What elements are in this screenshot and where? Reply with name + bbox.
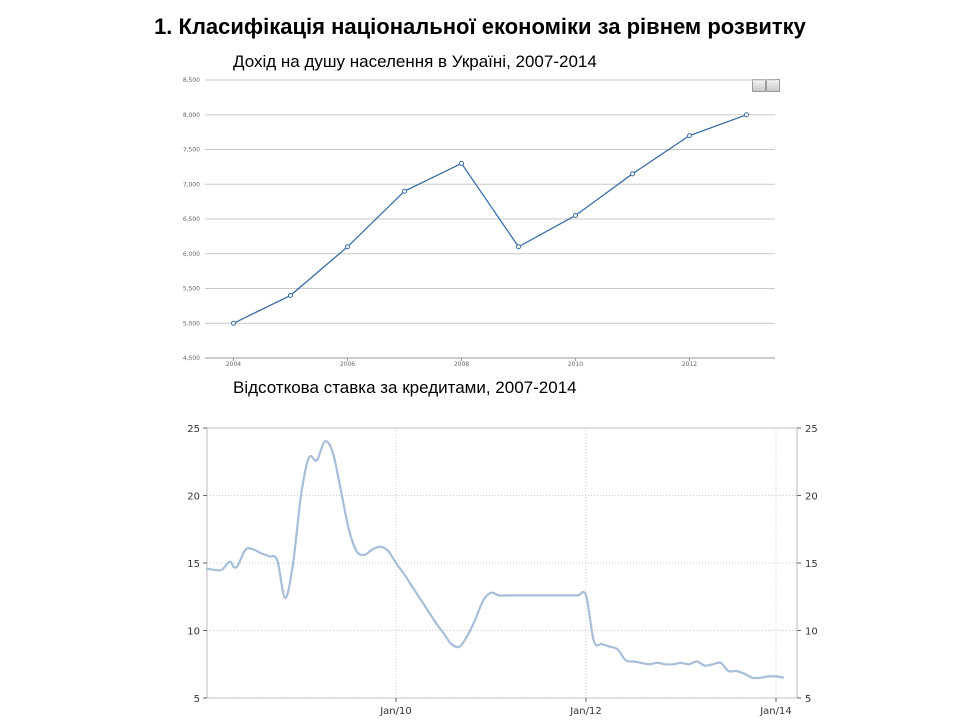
y-tick-label-left: 25	[187, 424, 200, 435]
x-tick-label: Jan/12	[569, 706, 602, 717]
y-tick-label: 6,000	[183, 251, 200, 258]
data-point	[345, 244, 350, 250]
y-tick-label-left: 10	[187, 627, 200, 638]
y-tick-label: 4,500	[183, 355, 200, 362]
y-tick-label-left: 5	[194, 694, 200, 705]
chart2-title: Відсоткова ставка за кредитами, 2007-201…	[233, 378, 577, 397]
y-tick-label: 7,000	[183, 181, 200, 188]
data-point	[402, 188, 407, 194]
y-tick-label: 8,000	[183, 112, 200, 119]
data-point	[516, 244, 521, 250]
data-point	[744, 112, 749, 118]
data-point	[630, 171, 635, 177]
y-tick-label: 8,500	[183, 77, 200, 84]
y-tick-label-right: 5	[805, 694, 811, 705]
data-point	[231, 320, 236, 326]
y-tick-label-left: 20	[187, 492, 200, 503]
interest-rate-series-line	[205, 440, 785, 680]
x-tick-label: Jan/14	[759, 706, 792, 717]
x-tick-label: 2006	[340, 361, 355, 368]
y-tick-label: 7,500	[183, 147, 200, 154]
x-tick-label: 2010	[568, 361, 583, 368]
page-title: 1. Класифікація національної економіки з…	[154, 14, 806, 39]
income-series-line	[233, 114, 747, 324]
x-tick-label: 2012	[682, 361, 697, 368]
y-tick-label-right: 20	[805, 492, 818, 503]
y-tick-label-right: 15	[805, 559, 818, 570]
chart1-title: Дохід на душу населення в Україні, 2007-…	[233, 52, 597, 71]
x-tick-label: Jan/10	[379, 706, 412, 717]
x-tick-label: 2004	[226, 361, 241, 368]
y-tick-label: 5,000	[183, 320, 200, 327]
data-point	[288, 292, 293, 298]
y-tick-label: 5,500	[183, 286, 200, 293]
x-tick-label: 2008	[454, 361, 469, 368]
data-point	[459, 160, 464, 166]
data-point	[687, 133, 692, 139]
y-tick-label-right: 25	[805, 424, 818, 435]
y-tick-label-right: 10	[805, 627, 818, 638]
y-tick-label: 6,500	[183, 216, 200, 223]
data-point	[573, 213, 578, 219]
y-tick-label-left: 15	[187, 559, 200, 570]
